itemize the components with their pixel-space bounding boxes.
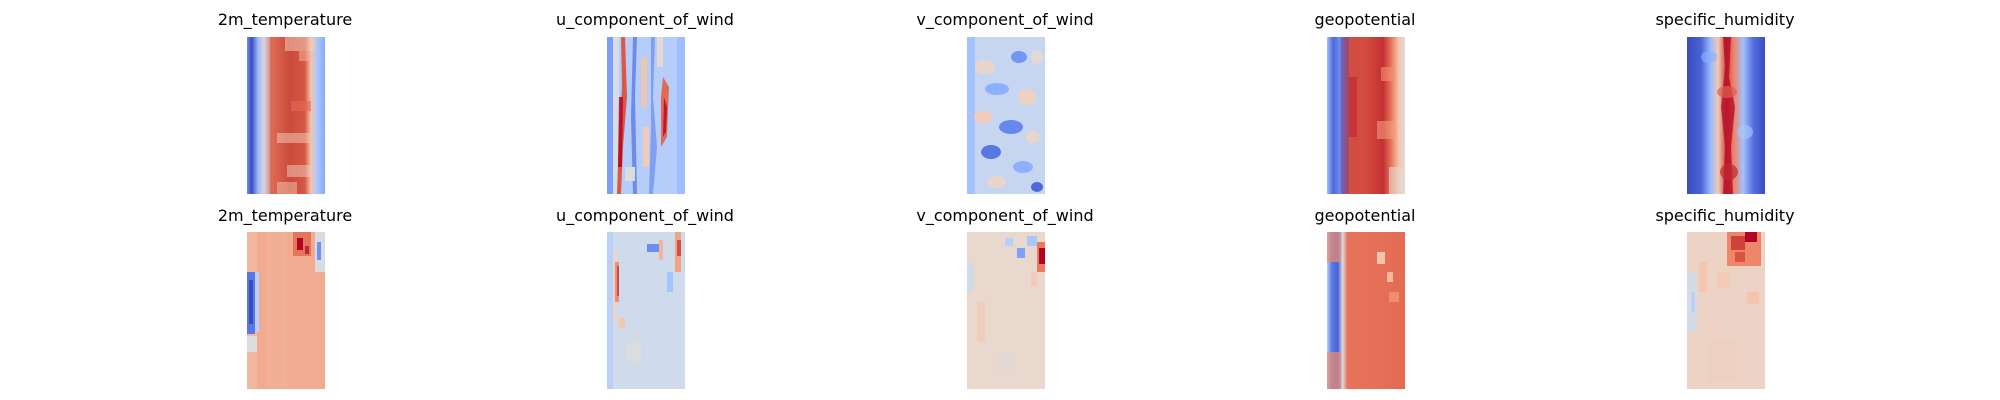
panel-title-r1c4: geopotential: [1215, 11, 1515, 29]
heatmap-panel-r1c1: [247, 37, 325, 194]
heatmap-panel-r1c5: [1687, 37, 1765, 194]
heatmap-panel-r1c4: [1327, 37, 1405, 194]
panel-title-r2c5: specific_humidity: [1575, 207, 1875, 225]
heatmap-panel-r1c3: [967, 37, 1045, 194]
heatmap-panel-r2c1: [247, 232, 325, 389]
panel-title-r2c4: geopotential: [1215, 207, 1515, 225]
panel-title-r1c1: 2m_temperature: [135, 11, 435, 29]
panel-title-r2c2: u_component_of_wind: [495, 207, 795, 225]
heatmap-panel-r2c4: [1327, 232, 1405, 389]
panel-title-r1c5: specific_humidity: [1575, 11, 1875, 29]
heatmap-panel-r2c5: [1687, 232, 1765, 389]
panel-title-r2c3: v_component_of_wind: [855, 207, 1155, 225]
heatmap-panel-r2c3: [967, 232, 1045, 389]
panel-title-r1c3: v_component_of_wind: [855, 11, 1155, 29]
panel-title-r2c1: 2m_temperature: [135, 207, 435, 225]
panel-title-r1c2: u_component_of_wind: [495, 11, 795, 29]
heatmap-panel-r2c2: [607, 232, 685, 389]
heatmap-panel-r1c2: [607, 37, 685, 194]
